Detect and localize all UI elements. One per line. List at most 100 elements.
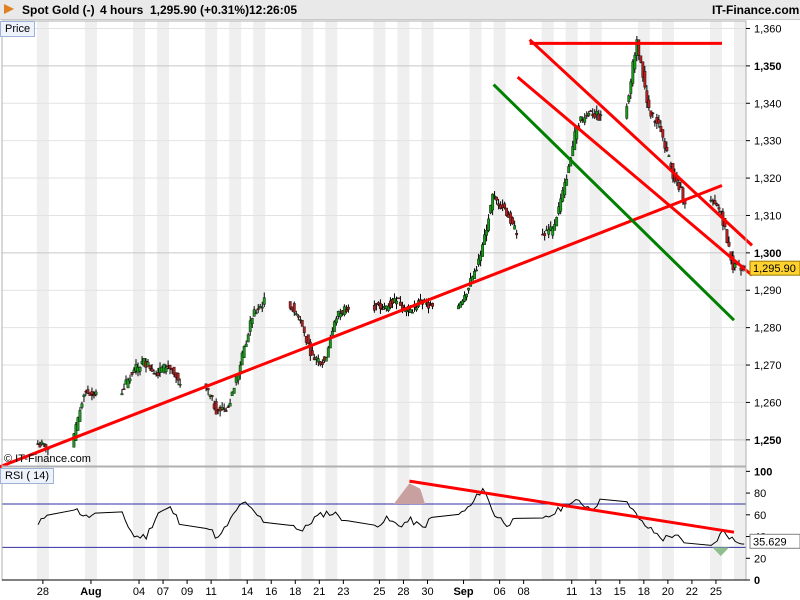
price-panel-label[interactable]: Price bbox=[0, 21, 36, 37]
candle-body bbox=[637, 39, 641, 56]
candle-body bbox=[294, 313, 298, 316]
candle-body bbox=[254, 312, 258, 315]
candle-body bbox=[176, 372, 180, 381]
price-stripe bbox=[253, 21, 266, 466]
candle-body bbox=[641, 61, 645, 78]
price-stripe bbox=[589, 21, 602, 466]
candle-body bbox=[487, 218, 490, 231]
candle-body bbox=[344, 309, 348, 312]
price-ytick-label: 1,280 bbox=[754, 323, 782, 335]
x-tick-label: 30 bbox=[421, 586, 433, 598]
candle-body bbox=[477, 258, 480, 265]
candle-body bbox=[543, 233, 547, 236]
candle-body bbox=[82, 394, 86, 397]
instrument-name: Spot Gold (-) bbox=[22, 3, 95, 17]
x-tick-label: 18 bbox=[638, 586, 650, 598]
x-tick-label: 25 bbox=[373, 586, 385, 598]
price-ytick-label: 1,340 bbox=[754, 98, 782, 110]
candle-body bbox=[393, 298, 396, 303]
rsi-stripe bbox=[205, 467, 218, 580]
rsi-stripe bbox=[133, 467, 146, 580]
candle-body bbox=[296, 315, 300, 318]
candle-body bbox=[148, 364, 152, 370]
candle-body bbox=[479, 254, 483, 262]
rsi-ytick-label: 80 bbox=[754, 488, 766, 500]
price-stripe bbox=[133, 21, 146, 466]
candle-body bbox=[232, 387, 236, 394]
rsi-ytick-label: 0 bbox=[754, 575, 760, 587]
price-stripe bbox=[733, 21, 746, 466]
candle-body bbox=[226, 406, 230, 408]
candle-body bbox=[567, 166, 571, 173]
candle-body bbox=[483, 234, 486, 245]
rsi-oversold-fill bbox=[712, 547, 730, 557]
price-stripe bbox=[541, 21, 554, 466]
candle-body bbox=[587, 112, 591, 116]
price-weekend-stripes bbox=[36, 21, 746, 466]
rsi-ytick-label: 20 bbox=[754, 553, 766, 565]
price-ytick-label: 1,310 bbox=[754, 210, 782, 222]
candle-body bbox=[597, 113, 601, 121]
candle-body bbox=[647, 99, 651, 109]
candle-body bbox=[168, 364, 172, 370]
candle-body bbox=[575, 128, 579, 140]
x-tick-label: 28 bbox=[37, 586, 49, 598]
price-stripe bbox=[301, 21, 314, 466]
candle-body bbox=[320, 362, 324, 365]
candle-body bbox=[395, 300, 398, 305]
x-tick-label: 20 bbox=[662, 586, 674, 598]
candle-body bbox=[631, 61, 635, 84]
candle-body bbox=[571, 146, 575, 157]
x-tick-label: 18 bbox=[289, 586, 301, 598]
candle-body bbox=[495, 196, 498, 201]
rsi-stripe bbox=[301, 467, 314, 580]
candle-body bbox=[573, 131, 577, 151]
chart-menu-icon[interactable] bbox=[4, 4, 14, 14]
candle-body bbox=[565, 178, 569, 186]
candle-body bbox=[679, 186, 683, 188]
x-tick-label: 11 bbox=[566, 586, 577, 598]
candle-body bbox=[625, 106, 629, 119]
candle-body bbox=[461, 300, 464, 305]
price-trendline bbox=[516, 75, 753, 277]
rsi-stripe bbox=[661, 467, 674, 580]
candle-body bbox=[156, 372, 160, 376]
candle-body bbox=[396, 297, 400, 300]
candle-body bbox=[36, 443, 40, 445]
candle-body bbox=[415, 307, 418, 311]
candle-body bbox=[90, 391, 94, 395]
candle-body bbox=[240, 352, 244, 366]
candle-body bbox=[80, 403, 84, 408]
price-stripe bbox=[421, 21, 434, 466]
price-stripe bbox=[205, 21, 218, 466]
candle-body bbox=[553, 224, 557, 231]
rsi-stripe bbox=[229, 467, 242, 580]
candle-body bbox=[92, 394, 96, 397]
rsi-weekend-stripes bbox=[36, 467, 746, 580]
candle-body bbox=[224, 410, 228, 412]
candle-body bbox=[308, 341, 312, 356]
rsi-stripe bbox=[541, 467, 554, 580]
rsi-stripe bbox=[373, 467, 386, 580]
candle-body bbox=[595, 111, 599, 115]
rsi-ytick-label: 100 bbox=[754, 466, 772, 478]
price-ytick-label: 1,330 bbox=[754, 136, 782, 148]
candle-body bbox=[86, 389, 90, 394]
rsi-panel-label[interactable]: RSI ( 14) bbox=[0, 468, 55, 484]
candle-body bbox=[733, 263, 737, 269]
price-stripe bbox=[36, 21, 49, 466]
x-tick-label: 25 bbox=[710, 586, 722, 598]
price-stripe bbox=[469, 21, 482, 466]
candle-body bbox=[431, 303, 434, 307]
x-tick-label: Aug bbox=[80, 586, 101, 598]
candle-body bbox=[230, 391, 234, 396]
candle-body bbox=[657, 119, 661, 124]
candle-body bbox=[639, 55, 643, 63]
candle-body bbox=[128, 378, 132, 382]
rsi-stripe bbox=[469, 467, 482, 580]
rsi-stripe bbox=[157, 467, 170, 580]
price-ytick-label: 1,260 bbox=[754, 397, 782, 409]
rsi-stripe bbox=[36, 467, 49, 580]
x-tick-label: 16 bbox=[265, 586, 277, 598]
candle-body bbox=[42, 443, 46, 445]
